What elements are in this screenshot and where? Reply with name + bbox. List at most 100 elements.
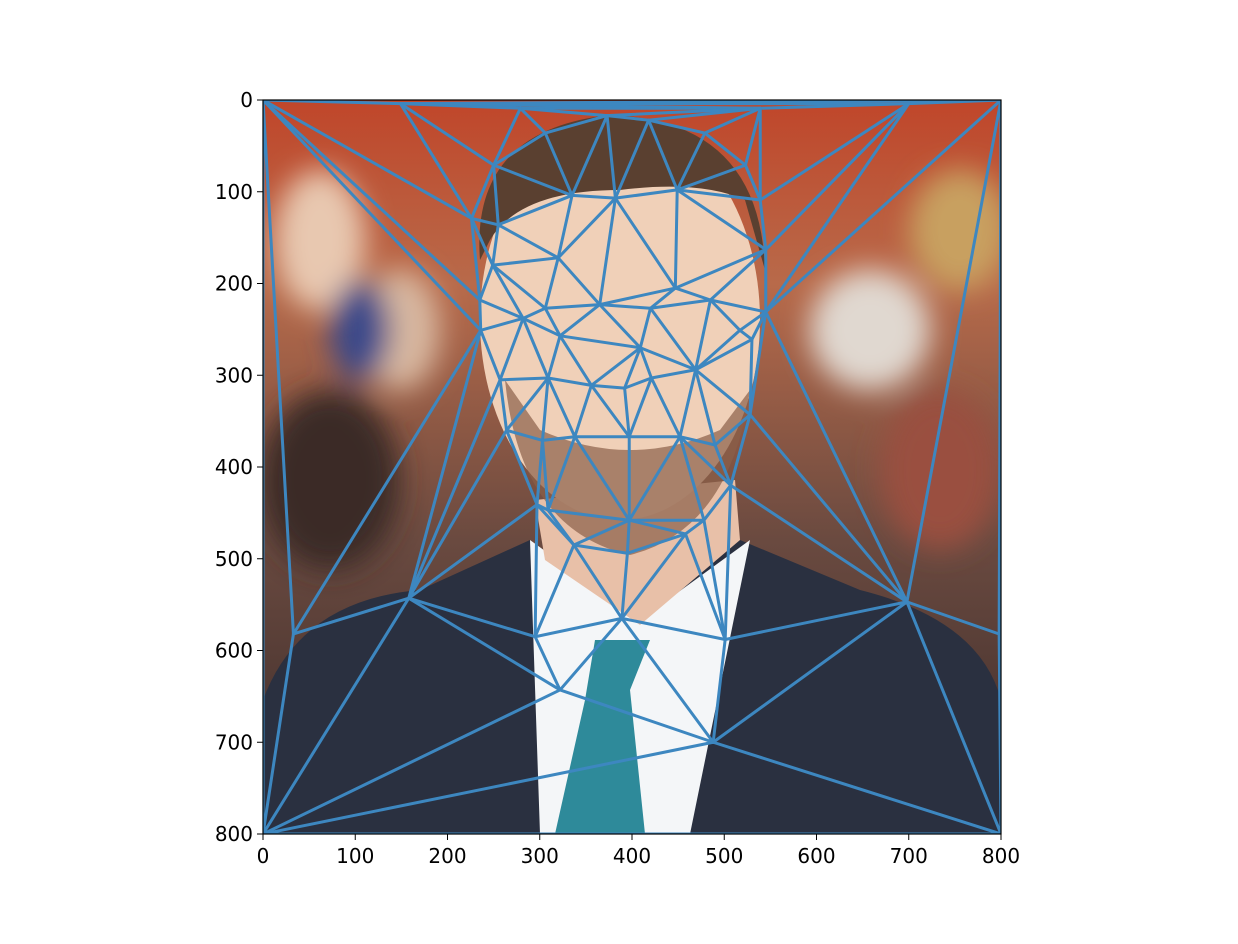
triangle-edge	[738, 328, 754, 341]
triangle-edge	[764, 100, 1001, 314]
triangle-edge	[496, 223, 560, 260]
triangle-edge	[572, 543, 629, 555]
triangle-edge	[469, 163, 496, 220]
triangle-edge	[620, 616, 727, 641]
triangle-edge	[605, 114, 651, 122]
triangle-edge	[638, 346, 698, 372]
triangle-edge	[407, 596, 562, 692]
triangle-edge	[649, 376, 682, 439]
triangle-edge	[589, 346, 642, 387]
y-tick-label: 0	[240, 88, 253, 112]
triangle-edge	[558, 616, 624, 692]
triangle-edge	[491, 223, 500, 267]
triangle-edge	[589, 383, 627, 390]
triangle-edge	[558, 688, 715, 744]
triangle-edge	[598, 286, 677, 307]
triangle-edge	[678, 435, 733, 487]
x-tick-label: 400	[613, 844, 651, 868]
triangle-edge	[407, 328, 483, 600]
triangle-edge	[541, 435, 577, 442]
triangle-edge	[558, 334, 642, 350]
triangle-edge	[748, 337, 754, 417]
triangle-edge	[638, 346, 653, 380]
triangle-edge	[492, 106, 522, 167]
triangle-edge	[764, 310, 909, 604]
triangle-edge	[711, 600, 909, 744]
triangle-edge	[708, 298, 742, 332]
triangle-edge	[407, 428, 509, 600]
triangle-edge	[598, 303, 642, 350]
triangle-edge	[713, 413, 752, 447]
triangle-edge	[678, 435, 717, 447]
x-tick-label: 100	[336, 844, 374, 868]
x-tick-label: 700	[890, 844, 928, 868]
triangle-edge	[478, 263, 495, 302]
triangle-edge	[675, 188, 762, 202]
triangle-edge	[598, 303, 652, 310]
triangle-edge	[521, 316, 562, 338]
triangle-edge	[505, 428, 545, 442]
triangle-edge	[673, 286, 712, 302]
x-tick-label: 300	[521, 844, 559, 868]
triangle-edge	[479, 328, 502, 382]
triangle-edge	[702, 483, 733, 522]
triangle-edge	[546, 508, 576, 547]
triangle-edge	[758, 102, 911, 202]
x-tick-label: 200	[428, 844, 466, 868]
triangle-edge	[703, 131, 747, 167]
triangle-edge	[694, 368, 717, 447]
triangle-edge	[541, 376, 550, 442]
triangle-edge	[907, 100, 1001, 106]
triangle-edge	[478, 298, 483, 332]
triangle-edge	[398, 102, 496, 167]
y-tick-label: 100	[215, 180, 253, 204]
triangle-edge	[675, 188, 768, 252]
triangle-edge	[535, 438, 545, 507]
triangle-edge	[479, 316, 525, 332]
triangle-edge	[573, 435, 631, 522]
triangle-edge	[491, 256, 560, 267]
triangle-edge	[750, 310, 768, 341]
x-tick-label: 0	[257, 844, 270, 868]
triangle-edge	[613, 196, 677, 290]
triangle-edge	[263, 632, 295, 834]
triangle-edge	[703, 106, 762, 135]
y-axis: 0 100 200 300 400 500 600 700 800	[215, 88, 263, 846]
triangle-edge	[675, 131, 707, 192]
triangle-edge	[469, 216, 500, 227]
triangle-edge	[546, 334, 562, 380]
triangle-edge	[407, 503, 539, 600]
triangle-edge	[758, 198, 768, 252]
triangle-edge	[625, 532, 688, 555]
y-tick-label: 800	[215, 822, 253, 846]
triangle-edge	[684, 532, 727, 641]
triangle-edge	[905, 600, 1001, 636]
triangle-edge	[627, 518, 688, 536]
y-tick-label: 600	[215, 639, 253, 663]
triangle-edge	[684, 518, 706, 536]
triangle-edge	[764, 102, 911, 252]
triangle-edge	[589, 383, 631, 439]
triangle-edge	[570, 193, 617, 200]
triangle-edge	[613, 118, 651, 200]
triangle-edge	[263, 688, 562, 834]
triangle-edge	[543, 256, 560, 310]
triangle-edge	[491, 263, 525, 320]
triangle-edge	[535, 503, 550, 512]
triangle-edge	[673, 248, 768, 290]
triangle-edge	[678, 368, 698, 439]
triangle-edge	[723, 600, 909, 641]
triangle-edge	[572, 543, 624, 620]
triangle-edge	[623, 376, 653, 390]
triangle-edge	[469, 216, 495, 267]
triangle-edge	[541, 438, 550, 512]
triangle-edge	[647, 118, 679, 192]
triangle-edge	[558, 334, 593, 387]
y-tick-label: 500	[215, 547, 253, 571]
photo-image	[263, 100, 1001, 834]
triangle-edge	[492, 163, 574, 197]
triangle-edge	[407, 596, 537, 639]
triangle-edge	[708, 248, 768, 302]
x-tick-label: 500	[705, 844, 743, 868]
triangle-edge	[505, 376, 550, 432]
